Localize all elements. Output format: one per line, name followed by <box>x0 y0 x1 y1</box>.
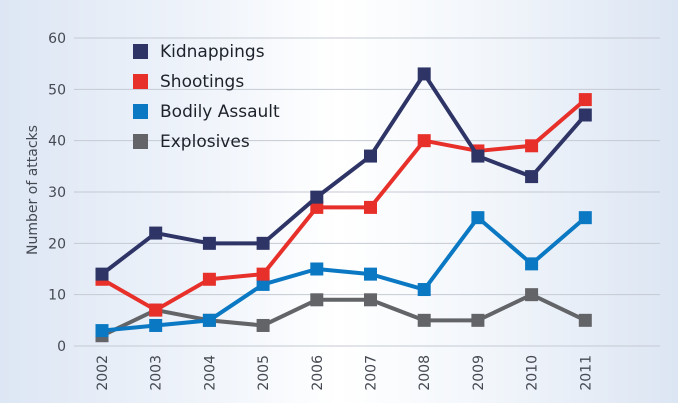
data-point-marker <box>95 324 109 338</box>
data-point-marker <box>417 313 431 327</box>
data-point-marker <box>364 293 377 307</box>
data-point-marker <box>256 236 270 250</box>
x-tick-label: 2011 <box>578 355 594 391</box>
y-tick-label: 10 <box>48 288 66 304</box>
series-line <box>101 98 587 313</box>
data-point-marker <box>471 313 485 327</box>
data-point-marker <box>310 293 324 307</box>
y-tick-label: 0 <box>57 339 66 355</box>
legend-swatch <box>133 44 148 59</box>
legend-label: Explosives <box>160 132 250 152</box>
data-point-marker <box>417 67 431 81</box>
data-point-marker <box>202 313 216 327</box>
data-point-marker <box>149 226 163 240</box>
series-explosives <box>95 288 592 343</box>
y-tick-label: 30 <box>48 185 66 201</box>
data-point-marker <box>417 283 431 297</box>
series-shootings <box>95 93 592 317</box>
legend-swatch <box>133 134 148 149</box>
data-point-marker <box>256 318 270 332</box>
data-point-marker <box>202 272 216 286</box>
series-line <box>101 215 587 333</box>
data-point-marker <box>578 313 592 327</box>
series-group <box>95 67 592 343</box>
legend: Kidnappings Shootings Bodily Assault Explos… <box>133 42 280 152</box>
x-tick-label: 2007 <box>364 355 380 391</box>
data-point-marker <box>578 93 592 107</box>
x-tick-label: 2003 <box>149 355 165 391</box>
x-tick-label: 2002 <box>95 355 111 391</box>
data-point-marker <box>525 170 539 184</box>
data-point-marker <box>525 257 539 271</box>
data-point-marker <box>364 200 377 214</box>
data-point-marker <box>310 200 324 214</box>
legend-label: Kidnappings <box>160 42 265 62</box>
data-point-marker <box>364 267 377 281</box>
data-point-marker <box>364 149 377 163</box>
data-point-marker <box>578 108 592 122</box>
gridlines <box>74 37 660 347</box>
y-tick-label: 20 <box>48 236 66 252</box>
legend-swatch <box>133 104 148 119</box>
x-tick-label: 2010 <box>525 355 541 391</box>
series-line <box>100 71 587 276</box>
x-tick-label: 2006 <box>310 355 326 391</box>
data-point-marker <box>578 211 592 225</box>
x-tick-labels: 2002 2003 2004 2005 2006 2007 2008 2009 2010 2011 <box>95 355 594 391</box>
data-point-marker <box>149 303 163 317</box>
data-point-marker <box>525 288 539 302</box>
y-tick-label: 40 <box>48 134 66 150</box>
data-point-marker <box>471 211 485 225</box>
data-point-marker <box>256 277 270 291</box>
data-point-marker <box>471 149 485 163</box>
y-axis-label: Number of attacks <box>25 125 41 255</box>
x-tick-label: 2005 <box>256 355 272 391</box>
data-point-marker <box>417 134 431 148</box>
legend-label: Shootings <box>160 72 244 92</box>
data-point-marker <box>310 190 324 204</box>
legend-swatch <box>133 74 148 89</box>
data-point-marker <box>202 236 216 250</box>
data-point-marker <box>149 318 163 332</box>
x-tick-label: 2004 <box>202 355 218 391</box>
data-point-marker <box>256 267 270 281</box>
data-point-marker <box>525 139 539 153</box>
y-tick-labels: 0 10 20 30 40 50 60 <box>48 31 66 355</box>
series-bodily-assault <box>95 211 592 338</box>
series-line <box>101 292 587 338</box>
y-tick-label: 60 <box>48 31 66 47</box>
data-point-marker <box>310 262 324 276</box>
data-point-marker <box>95 267 109 281</box>
series-kidnappings <box>95 67 592 281</box>
x-tick-label: 2009 <box>471 355 487 391</box>
legend-label: Bodily Assault <box>160 102 280 122</box>
x-tick-label: 2008 <box>417 355 433 391</box>
y-tick-label: 50 <box>48 82 66 98</box>
